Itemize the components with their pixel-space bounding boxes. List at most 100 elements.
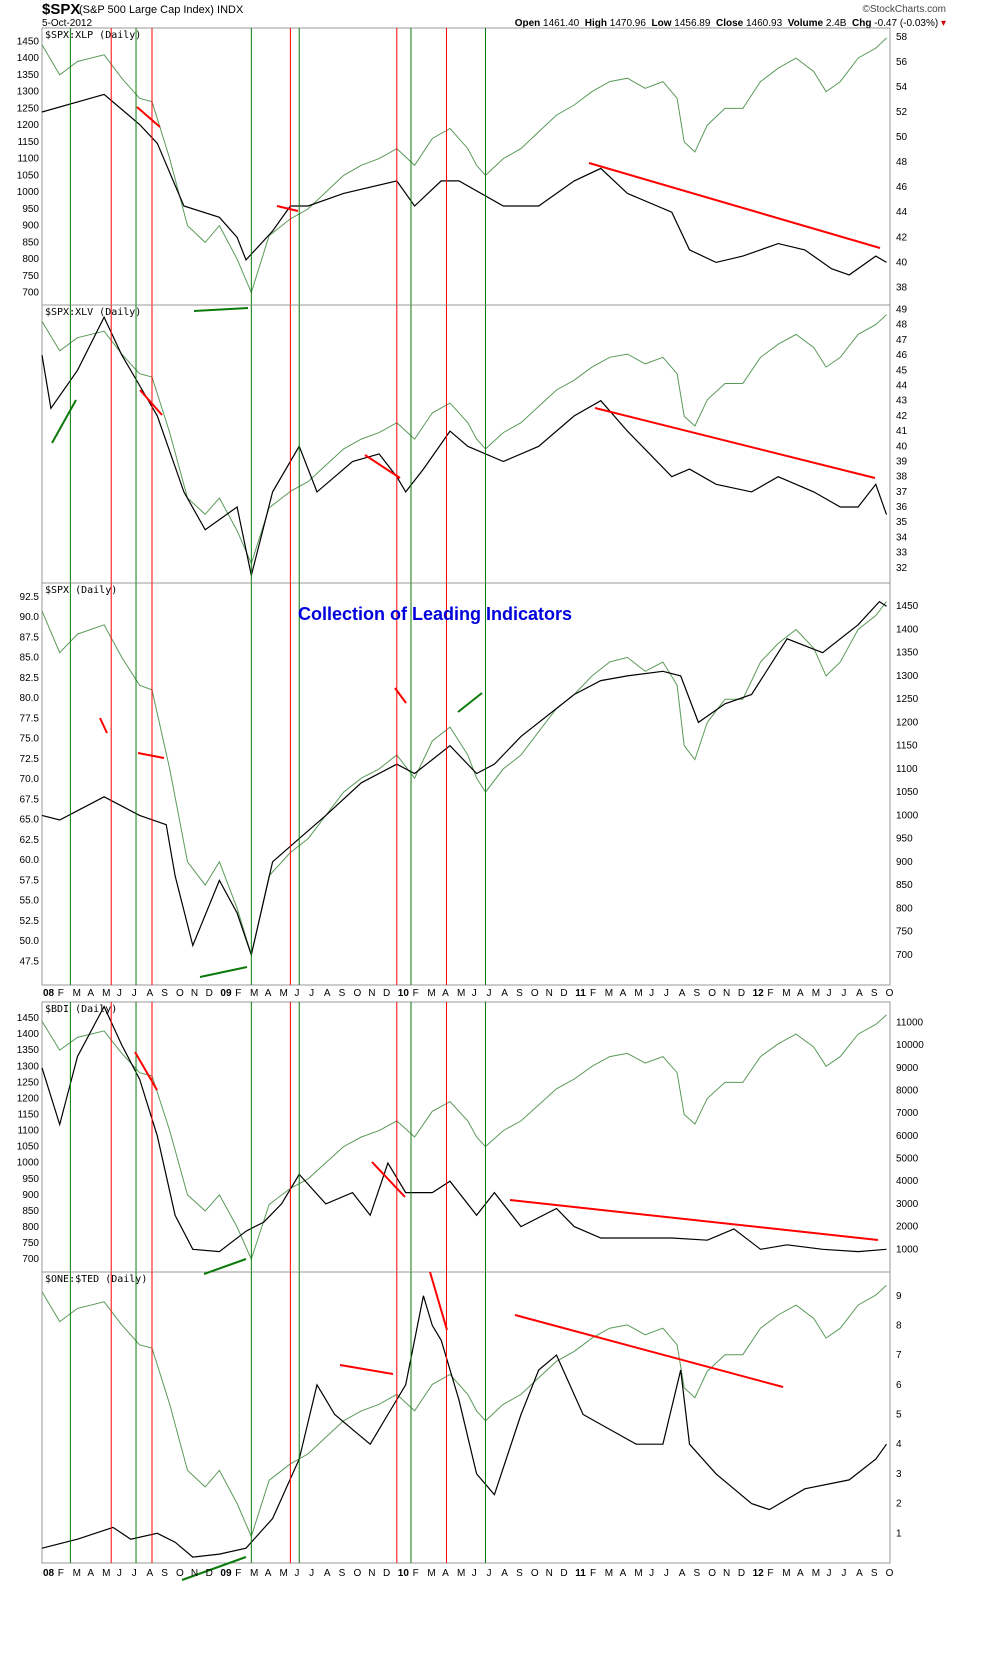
green-trendline <box>51 399 77 444</box>
left-tick-label: 1350 <box>17 70 40 81</box>
x-axis-label: A <box>679 1568 686 1579</box>
green-trendline <box>203 1258 247 1275</box>
left-tick-label: 87.5 <box>20 632 40 643</box>
red-trendline <box>139 389 163 416</box>
x-axis-label: J <box>294 988 299 999</box>
left-tick-label: 1400 <box>17 1029 40 1040</box>
ticker-exchange: INDX <box>217 4 244 16</box>
x-axis-label: M <box>73 1568 81 1579</box>
x-axis-label: M <box>73 988 81 999</box>
left-tick-label: 67.5 <box>20 794 40 805</box>
left-tick-label: 55.0 <box>20 896 40 907</box>
x-axis-label: 10 <box>398 1568 410 1579</box>
left-tick-label: 800 <box>22 1222 39 1233</box>
x-axis-label: M <box>457 988 465 999</box>
right-tick-label: 35 <box>896 517 908 528</box>
x-axis-label: A <box>501 988 508 999</box>
x-axis-label: J <box>664 988 669 999</box>
right-tick-label: 34 <box>896 532 908 543</box>
right-tick-label: 1350 <box>896 648 919 659</box>
left-tick-label: 1400 <box>17 53 40 64</box>
x-axis-label: J <box>294 1568 299 1579</box>
left-tick-label: 62.5 <box>20 835 40 846</box>
pane-5: 9 8 7 6 5 4 3 2 1 $ONE:$TED (Daily) <box>41 1271 902 1564</box>
pane-title: $BDI (Daily) <box>45 1004 117 1015</box>
right-tick-label: 5000 <box>896 1154 919 1165</box>
x-axis-label: J <box>309 1568 314 1579</box>
x-axis-label: D <box>206 1568 213 1579</box>
x-axis-label: A <box>797 988 804 999</box>
x-axis-label: O <box>531 988 539 999</box>
x-axis-label: J <box>117 988 122 999</box>
red-trendline <box>134 1051 158 1091</box>
left-tick-label: 850 <box>22 237 39 248</box>
right-tick-label: 46 <box>896 350 908 361</box>
x-axis-label: M <box>280 1568 288 1579</box>
x-axis-label: J <box>827 1568 832 1579</box>
chart-annotation: Collection of Leading Indicators <box>298 604 572 624</box>
pane-2: 49 48 47 46 45 44 43 42 41 40 39 38 37 36 35 34 33 32 $SPX… <box>41 304 908 584</box>
left-tick-label: 1150 <box>17 137 39 148</box>
red-trendline <box>364 454 401 479</box>
green-trendline <box>193 307 249 312</box>
right-tick-label: 42 <box>896 411 908 422</box>
x-axis-label: J <box>487 1568 492 1579</box>
left-tick-label: 750 <box>22 1238 39 1249</box>
x-axis-label: A <box>265 988 272 999</box>
x-axis-label: M <box>634 988 642 999</box>
right-tick-label: 9000 <box>896 1063 919 1074</box>
x-axis-label: A <box>87 988 94 999</box>
x-axis-label: F <box>767 988 773 999</box>
volume-label: Volume <box>787 18 824 29</box>
x-axis-label: M <box>812 988 820 999</box>
x-axis-label: O <box>708 988 716 999</box>
left-tick-label: 1450 <box>17 36 40 47</box>
x-axis-label: M <box>280 988 288 999</box>
right-tick-label: 4 <box>896 1439 902 1450</box>
x-axis-label: 09 <box>220 988 232 999</box>
right-tick-label: 52 <box>896 107 908 118</box>
left-tick-label: 950 <box>22 1174 39 1185</box>
x-axis-label: 08 <box>43 1568 55 1579</box>
x-axis-label: M <box>782 988 790 999</box>
right-tick-label: 7000 <box>896 1108 919 1119</box>
x-axis-label: A <box>324 988 331 999</box>
green-trendline <box>457 692 483 713</box>
x-axis-label: A <box>265 1568 272 1579</box>
left-tick-label: 80.0 <box>20 693 40 704</box>
red-trendline <box>509 1199 879 1241</box>
x-axis-label: F <box>235 988 241 999</box>
x-axis-label: N <box>723 988 730 999</box>
red-trendline <box>588 162 881 249</box>
x-axis-label: M <box>812 1568 820 1579</box>
pane-frame <box>41 1271 891 1564</box>
left-tick-label: 57.5 <box>20 875 40 886</box>
red-trendline <box>136 106 161 128</box>
x-axis-label: S <box>871 988 878 999</box>
right-tick-label: 1000 <box>896 810 919 821</box>
left-tick-label: 85.0 <box>20 653 40 664</box>
x-axis-label: A <box>442 1568 449 1579</box>
chart-header: $SPX (S&P 500 Large Cap Index) INDX 5-Oc… <box>0 0 990 34</box>
x-axis-label: D <box>738 1568 745 1579</box>
right-tick-label: 44 <box>896 207 908 218</box>
ticker-symbol: $SPX <box>42 1 81 18</box>
red-trendline <box>99 717 108 734</box>
x-axis-label: N <box>368 1568 375 1579</box>
red-trendline <box>394 687 407 704</box>
x-axis-label: M <box>250 988 258 999</box>
trendline-annotations <box>51 106 881 1581</box>
x-axis-label: J <box>649 988 654 999</box>
chart-date: 5-Oct-2012 <box>42 18 93 29</box>
x-axis-label: A <box>797 1568 804 1579</box>
x-axis-label: J <box>472 1568 477 1579</box>
left-tick-label: 70.0 <box>20 774 40 785</box>
right-tick-label: 56 <box>896 57 908 68</box>
x-axis-label: O <box>353 988 361 999</box>
x-axis-label: N <box>723 1568 730 1579</box>
right-tick-label: 6000 <box>896 1131 919 1142</box>
x-axis-label: F <box>413 988 419 999</box>
right-tick-label: 9 <box>896 1291 902 1302</box>
x-axis-label: J <box>841 1568 846 1579</box>
left-tick-label: 92.5 <box>20 592 40 603</box>
